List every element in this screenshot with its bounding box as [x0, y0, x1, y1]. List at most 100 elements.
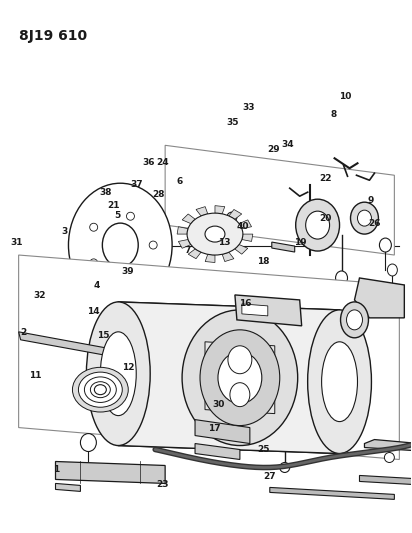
Text: 37: 37	[130, 180, 143, 189]
Text: 33: 33	[243, 102, 255, 111]
Text: 7: 7	[184, 246, 191, 255]
Text: 2: 2	[20, 328, 26, 337]
Ellipse shape	[94, 385, 106, 394]
Polygon shape	[215, 206, 225, 214]
Ellipse shape	[358, 210, 372, 226]
Polygon shape	[205, 254, 215, 263]
Polygon shape	[19, 255, 399, 459]
Text: 11: 11	[29, 371, 42, 380]
Ellipse shape	[73, 367, 128, 412]
Polygon shape	[272, 242, 295, 252]
Polygon shape	[354, 278, 404, 318]
Ellipse shape	[61, 270, 75, 286]
Ellipse shape	[306, 211, 330, 239]
Ellipse shape	[387, 264, 397, 276]
Polygon shape	[195, 443, 240, 459]
Text: 8J19 610: 8J19 610	[19, 29, 87, 43]
Text: 3: 3	[61, 228, 68, 237]
Polygon shape	[235, 245, 248, 254]
Text: 22: 22	[319, 174, 331, 183]
Ellipse shape	[283, 407, 297, 423]
Text: 16: 16	[239, 299, 251, 308]
Ellipse shape	[280, 463, 290, 472]
Text: 28: 28	[152, 190, 165, 199]
Text: 21: 21	[108, 201, 120, 210]
Text: 23: 23	[157, 480, 169, 489]
Polygon shape	[239, 220, 252, 229]
Polygon shape	[182, 214, 195, 224]
Ellipse shape	[90, 382, 110, 398]
Ellipse shape	[149, 241, 157, 249]
Text: 14: 14	[87, 307, 99, 316]
Ellipse shape	[230, 383, 250, 407]
Text: 30: 30	[212, 400, 225, 409]
Polygon shape	[178, 239, 191, 248]
Text: 31: 31	[11, 238, 23, 247]
Ellipse shape	[78, 372, 122, 407]
Text: 18: 18	[257, 257, 270, 265]
Polygon shape	[56, 462, 165, 483]
Text: 6: 6	[176, 177, 183, 186]
Polygon shape	[222, 252, 234, 262]
Text: 29: 29	[267, 145, 280, 154]
Text: 5: 5	[115, 212, 121, 221]
Polygon shape	[196, 207, 208, 216]
Polygon shape	[188, 249, 201, 259]
Ellipse shape	[346, 310, 363, 330]
Text: 24: 24	[157, 158, 169, 167]
Text: 12: 12	[122, 363, 134, 372]
Polygon shape	[165, 146, 394, 255]
Text: 9: 9	[367, 196, 373, 205]
Ellipse shape	[126, 270, 134, 278]
Ellipse shape	[200, 330, 280, 425]
Text: 27: 27	[263, 472, 276, 481]
Ellipse shape	[335, 271, 347, 285]
Polygon shape	[177, 227, 188, 234]
Polygon shape	[365, 440, 412, 451]
Text: 34: 34	[282, 140, 295, 149]
Text: 36: 36	[142, 158, 155, 167]
Ellipse shape	[182, 310, 298, 446]
Text: 1: 1	[53, 465, 59, 474]
Ellipse shape	[341, 302, 368, 338]
Text: 25: 25	[257, 446, 270, 455]
Polygon shape	[19, 332, 108, 356]
Polygon shape	[56, 483, 80, 491]
Ellipse shape	[351, 202, 378, 234]
Polygon shape	[360, 475, 412, 486]
Ellipse shape	[228, 346, 252, 374]
Text: 40: 40	[237, 222, 249, 231]
Ellipse shape	[308, 310, 372, 454]
Text: 35: 35	[227, 118, 239, 127]
Ellipse shape	[68, 183, 172, 307]
Ellipse shape	[384, 453, 394, 463]
Text: 19: 19	[294, 238, 307, 247]
Polygon shape	[229, 209, 242, 219]
Ellipse shape	[322, 342, 358, 422]
Ellipse shape	[218, 352, 262, 403]
Polygon shape	[242, 234, 253, 241]
Polygon shape	[195, 419, 250, 443]
Polygon shape	[118, 302, 339, 454]
Ellipse shape	[90, 259, 98, 267]
Text: 39: 39	[122, 268, 134, 276]
Ellipse shape	[102, 223, 138, 267]
Ellipse shape	[379, 238, 391, 252]
Text: 26: 26	[368, 220, 381, 229]
Text: 38: 38	[99, 188, 112, 197]
Ellipse shape	[205, 226, 225, 242]
Polygon shape	[242, 304, 268, 316]
Ellipse shape	[80, 433, 96, 451]
Polygon shape	[235, 295, 302, 326]
Text: 17: 17	[208, 424, 220, 433]
Polygon shape	[205, 342, 275, 414]
Text: 10: 10	[339, 92, 352, 101]
Text: 20: 20	[319, 214, 331, 223]
Text: 32: 32	[33, 291, 46, 300]
Ellipse shape	[84, 377, 116, 402]
Ellipse shape	[90, 223, 98, 231]
Ellipse shape	[87, 302, 150, 446]
Text: 4: 4	[94, 280, 101, 289]
Ellipse shape	[187, 213, 243, 255]
Text: 8: 8	[330, 110, 337, 119]
